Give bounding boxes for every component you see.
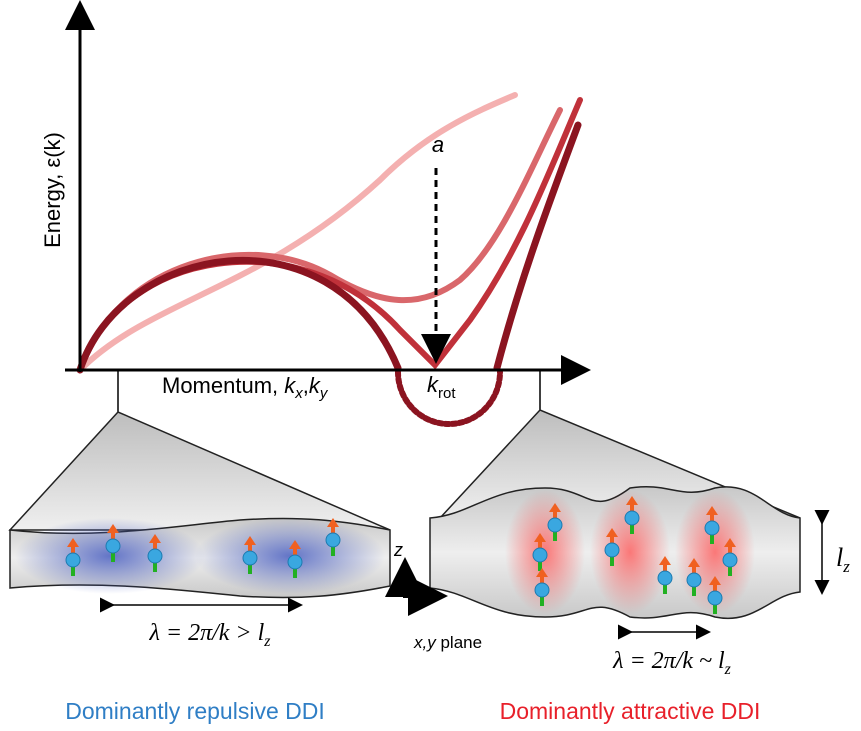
atom <box>708 591 722 605</box>
x-axis-label: Momentum, kx,ky <box>162 373 329 402</box>
atom <box>605 543 619 557</box>
text: z <box>842 557 850 576</box>
caption-left: Dominantly repulsive DDI <box>65 698 324 724</box>
wavelength-label: λ = 2π/k > lz <box>148 620 271 650</box>
figure: Energy, ε(k) Momentum, kx,ky krot a λ = … <box>0 0 861 731</box>
atom <box>326 533 340 547</box>
atom <box>243 551 257 565</box>
atom <box>148 549 162 563</box>
page: Energy, ε(k) Momentum, kx,ky krot a λ = … <box>0 0 861 731</box>
text: λ = 2π/k > l <box>148 620 264 646</box>
y-axis-label: Energy, ε(k) <box>40 132 65 248</box>
text: l <box>836 543 843 572</box>
atom <box>535 583 549 597</box>
atom <box>705 521 719 535</box>
thickness-label: lz <box>836 543 850 576</box>
atom <box>288 555 302 569</box>
text: rot <box>438 385 456 402</box>
text: z <box>263 633 271 650</box>
atom <box>625 511 639 525</box>
zoom-wedge <box>10 412 390 530</box>
curve-light <box>80 95 515 370</box>
text: Momentum, <box>162 373 284 398</box>
arrow-label: a <box>432 132 444 157</box>
inset-plane-label: x,y plane <box>413 633 482 652</box>
wavelength-label: λ = 2π/k ~ lz <box>612 648 732 678</box>
curve-mid <box>80 110 560 370</box>
atom <box>106 539 120 553</box>
atom <box>548 518 562 532</box>
inset-z-label: z <box>393 540 403 560</box>
k-rot-label: krot <box>427 372 456 402</box>
text: plane <box>436 633 482 652</box>
text: λ = 2π/k ~ l <box>612 648 725 674</box>
atom <box>687 573 701 587</box>
atom <box>66 553 80 567</box>
caption-right: Dominantly attractive DDI <box>500 698 761 724</box>
atom <box>658 571 672 585</box>
text: x,y <box>413 633 437 652</box>
text: y <box>319 385 329 402</box>
atom <box>533 548 547 562</box>
atom <box>723 553 737 567</box>
text: z <box>724 661 732 678</box>
curves <box>80 95 580 424</box>
density <box>195 518 385 594</box>
